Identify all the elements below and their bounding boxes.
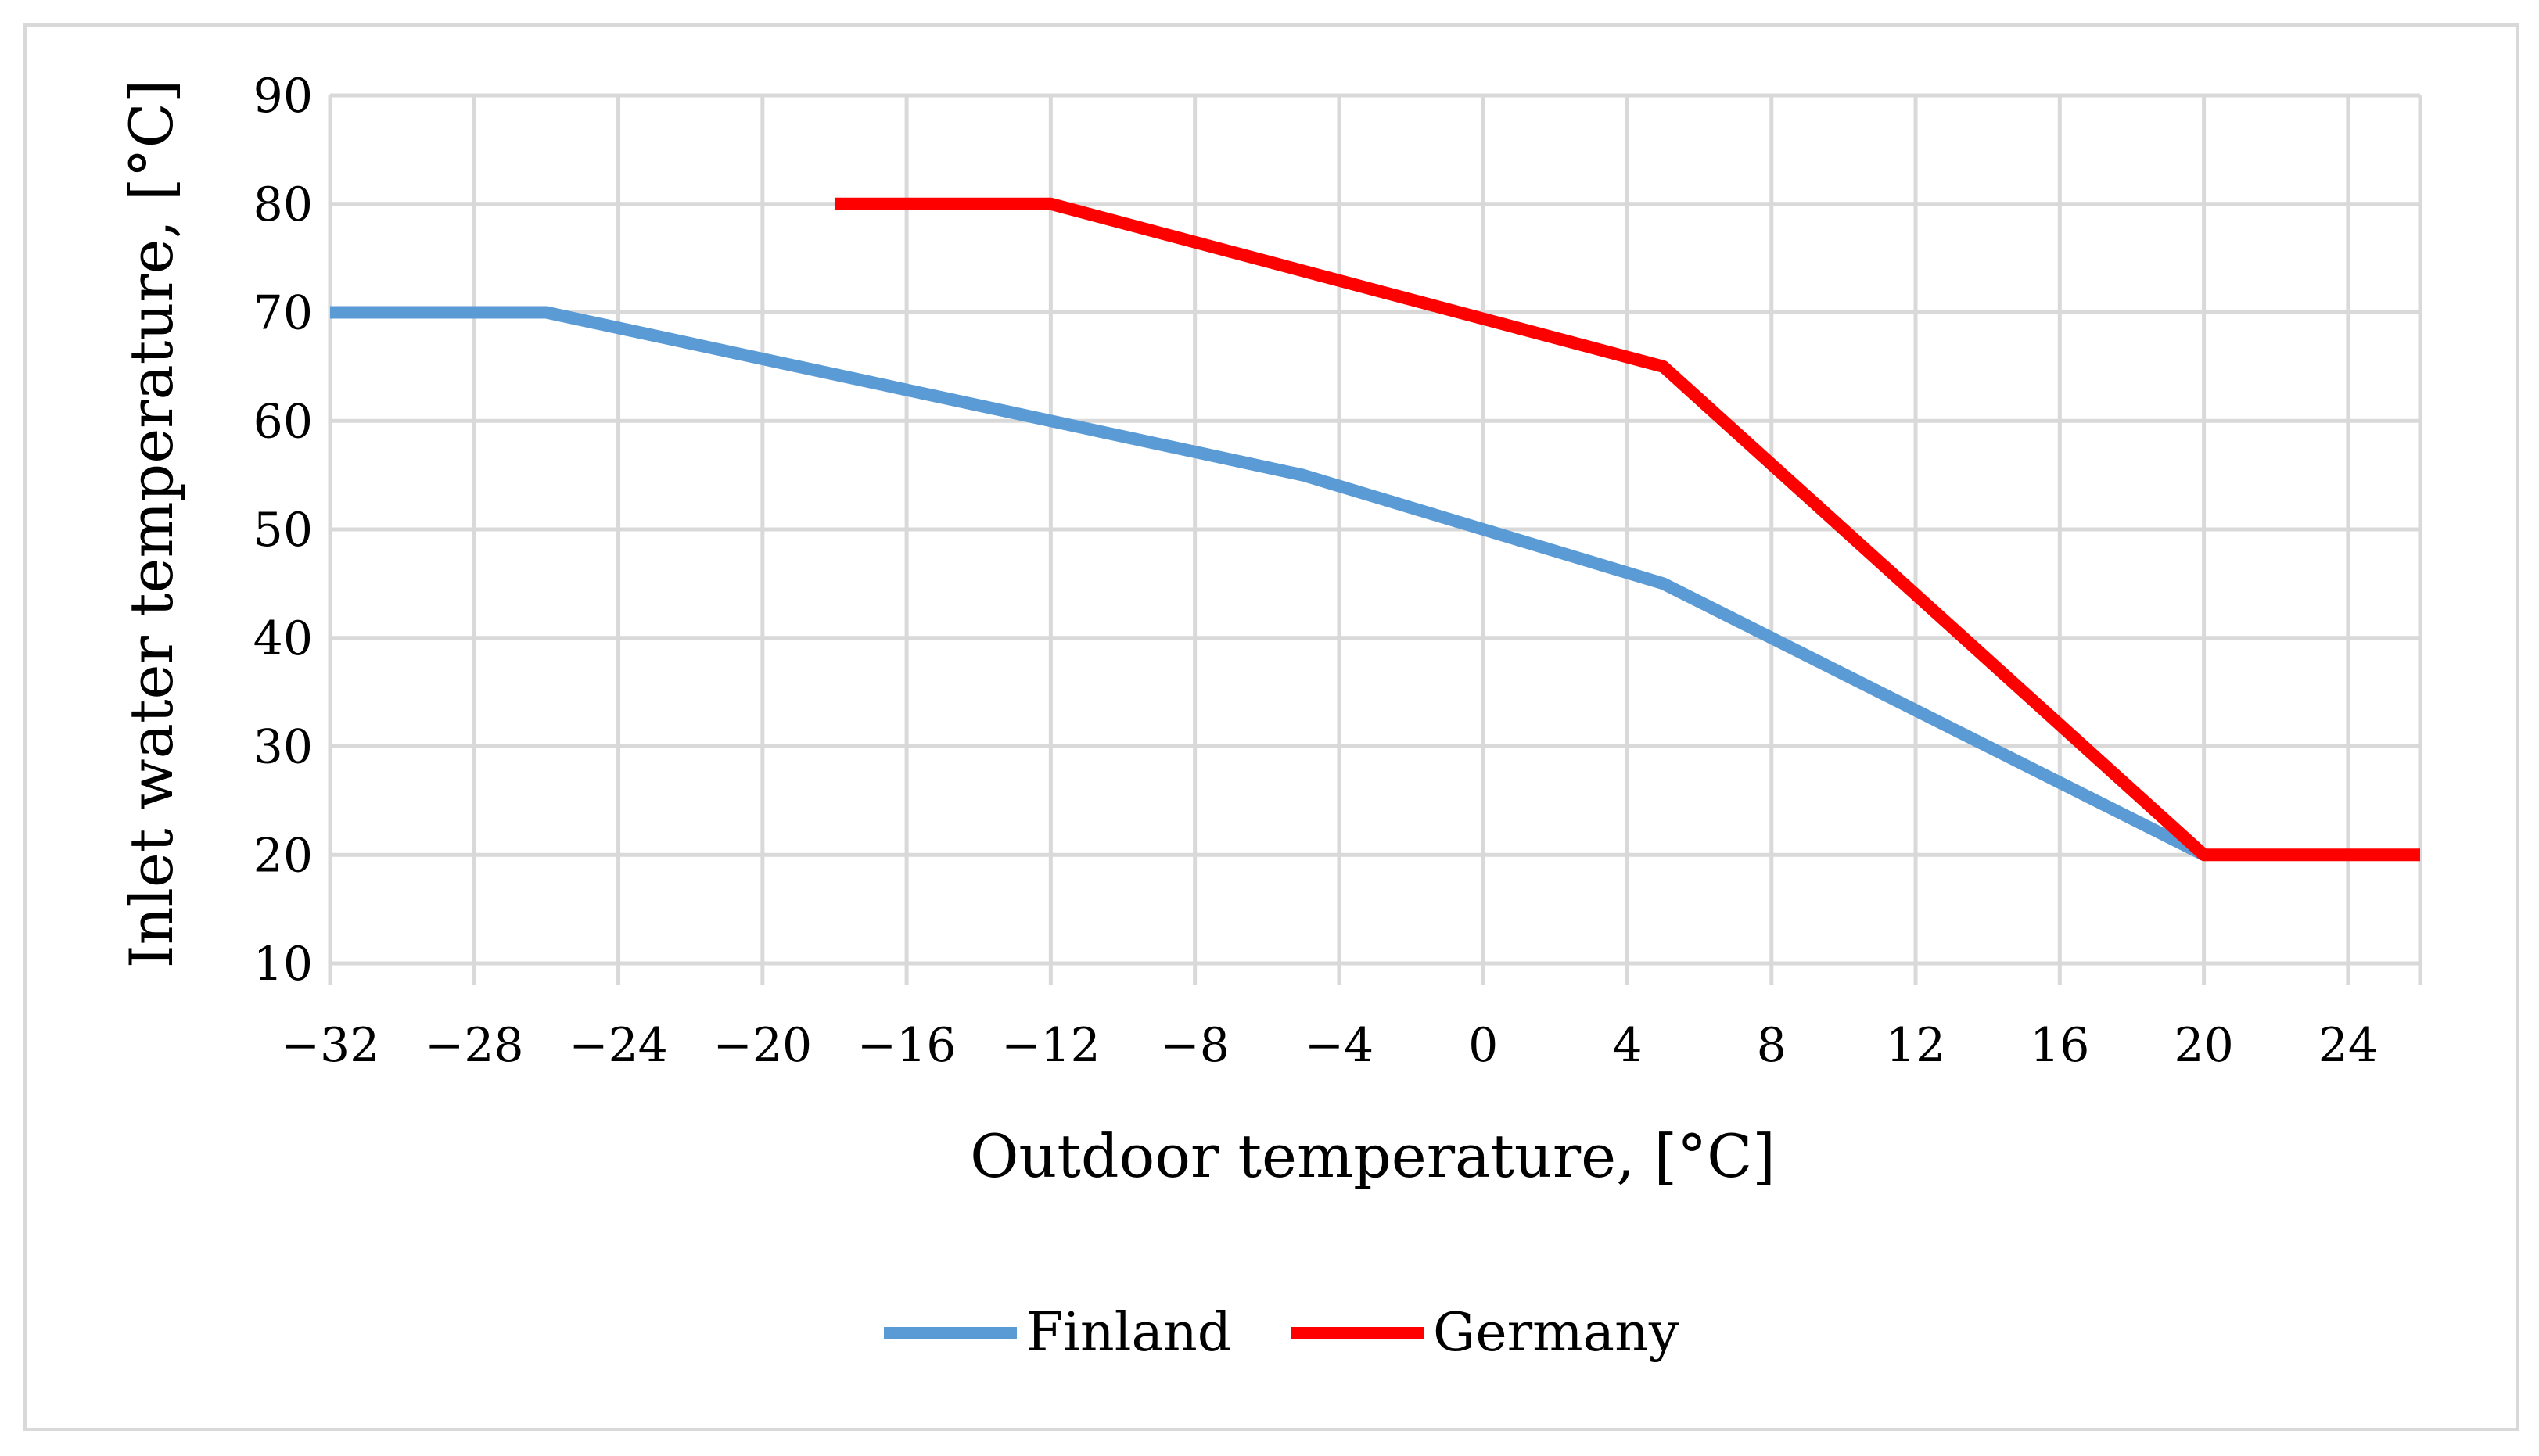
y-tick-label: 20: [253, 828, 313, 883]
y-tick-label: 60: [253, 394, 313, 449]
x-tick-label: −32: [281, 1018, 380, 1073]
x-tick-label: −20: [713, 1018, 813, 1073]
x-tick-label: −24: [569, 1018, 668, 1073]
x-tick-label: −8: [1160, 1018, 1229, 1073]
x-tick-label: 16: [2030, 1018, 2089, 1073]
x-tick-label: −16: [857, 1018, 957, 1073]
y-axis-ticks: 10 20 30 40 50 60 70 80 90: [253, 69, 313, 992]
series-line-finland: [330, 306, 2207, 861]
x-tick-label: 20: [2174, 1018, 2233, 1073]
y-axis-title: Inlet water temperature, [°C]: [117, 80, 186, 969]
y-tick-label: 40: [253, 611, 313, 666]
x-axis-ticks: −32 −28 −24 −20 −16 −12 −8 −4 0 4 8 12 16 20 24: [281, 1018, 2378, 1073]
legend-label-finland: Finland: [1026, 1302, 1231, 1364]
y-tick-label: 90: [253, 69, 313, 124]
series-line-germany: [834, 197, 2420, 862]
series-lines: [330, 197, 2420, 862]
x-tick-label: 8: [1757, 1018, 1787, 1073]
y-tick-label: 70: [253, 286, 313, 341]
y-tick-label: 80: [253, 178, 313, 232]
y-tick-label: 10: [253, 937, 313, 992]
legend: Finland Germany: [884, 1302, 1679, 1364]
x-tick-label: −28: [425, 1018, 524, 1073]
legend-label-germany: Germany: [1433, 1302, 1679, 1364]
x-tick-label: −4: [1305, 1018, 1374, 1073]
x-tick-label: 12: [1886, 1018, 1945, 1073]
gridlines: [328, 93, 2422, 985]
x-tick-label: 0: [1468, 1018, 1498, 1073]
x-axis-title: Outdoor temperature, [°C]: [970, 1121, 1776, 1191]
y-tick-label: 30: [253, 720, 313, 775]
x-tick-label: 4: [1612, 1018, 1642, 1073]
x-tick-label: −12: [1001, 1018, 1101, 1073]
y-tick-label: 50: [253, 503, 313, 558]
x-tick-label: 24: [2318, 1018, 2378, 1073]
